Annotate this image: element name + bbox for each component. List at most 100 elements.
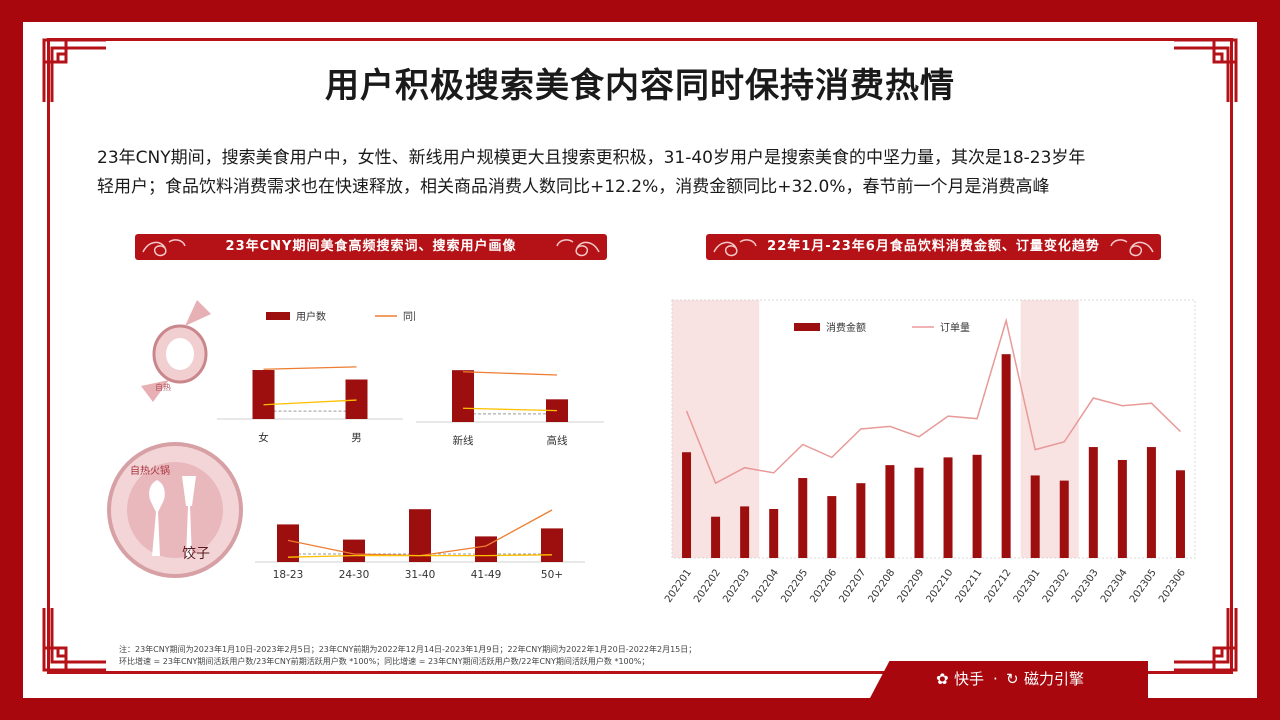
cili-logo-icon: ↻ <box>1006 670 1019 688</box>
x-tick-label: 31-40 <box>405 569 436 581</box>
bar-amount <box>1030 475 1040 558</box>
x-tick-label: 202208 <box>866 567 897 605</box>
page-title: 用户积极搜索美食内容同时保持消费热情 <box>325 66 955 106</box>
shaded-period <box>1020 300 1079 558</box>
x-tick-label: 24-30 <box>339 569 370 581</box>
plot-border <box>671 299 1196 559</box>
x-tick-label: 202209 <box>896 567 927 605</box>
legend-swatch-users <box>266 312 290 320</box>
brand-kuaishou: 快手 <box>954 670 985 688</box>
x-tick-label: 202305 <box>1128 567 1159 605</box>
region-chart: 新线 高线 <box>416 370 604 447</box>
right-banner-title: 22年1月-23年6月食品饮料消费金额、订量变化趋势 <box>767 239 1100 254</box>
x-tick-label: 202204 <box>750 567 781 605</box>
summary-line-2: 轻用户；食品饮料消费需求也在快速释放，相关商品消费人数同比+12.2%，消费金额… <box>97 177 1050 197</box>
x-tick-label: 18-23 <box>273 569 304 581</box>
candy-wordcloud-icon: 自热 <box>141 300 211 402</box>
swirl-ornament-icon <box>556 239 600 257</box>
x-tick-label: 202303 <box>1070 567 1101 605</box>
x-tick-label: 202210 <box>925 567 956 605</box>
bar-users <box>277 524 299 562</box>
footnote-line-1: 注：23年CNY期间为2023年1月10日-2023年2月5日；23年CNY前期… <box>119 645 697 654</box>
x-tick-label: 202302 <box>1041 567 1072 605</box>
legend-label: 同比增速 <box>403 310 415 323</box>
bar-amount <box>1146 447 1156 558</box>
x-tick-label: 202205 <box>779 567 810 605</box>
brand-bar: ✿ 快手 · ↻ 磁力引擎 <box>870 661 1148 698</box>
age-chart: 18-23 24-30 31-40 41-49 50+ <box>255 509 585 581</box>
bar-users <box>252 370 275 419</box>
x-tick-label: 男 <box>351 432 362 444</box>
bar-amount <box>1059 480 1069 558</box>
legend-swatch-amount <box>794 323 820 331</box>
bar-users <box>345 379 368 419</box>
bar-users <box>343 539 365 562</box>
plate-wordcloud-icon: 自热火锅 饺子 <box>107 442 243 578</box>
x-tick-label: 202203 <box>721 567 752 605</box>
swirl-ornament-icon <box>713 239 757 257</box>
footnotes: 注：23年CNY期间为2023年1月10日-2023年2月5日；23年CNY前期… <box>119 644 696 668</box>
x-tick-label: 202207 <box>837 567 868 605</box>
bar-amount <box>740 506 750 558</box>
bar-amount <box>682 452 692 558</box>
wordcloud-bottom-label: 饺子 <box>182 546 210 562</box>
brand-cili: 磁力引擎 <box>1024 670 1085 688</box>
bar-amount <box>827 496 837 558</box>
legend-label: 用户数 <box>296 310 326 323</box>
line-qoq <box>287 554 553 558</box>
corner-ornament-icon <box>42 608 106 672</box>
bar-amount <box>914 467 924 558</box>
bar-users <box>541 528 563 562</box>
legend-label: 订单量 <box>940 322 970 334</box>
x-tick-label: 202202 <box>692 567 723 605</box>
bar-amount <box>1175 470 1185 558</box>
bar-users <box>475 536 497 562</box>
bar-users <box>409 509 431 562</box>
brand-separator: · <box>993 670 998 688</box>
bar-amount <box>1117 459 1127 558</box>
wordcloud-top-label: 自热火锅 <box>130 464 170 477</box>
swirl-ornament-icon <box>1110 239 1154 257</box>
bar-amount <box>972 454 982 558</box>
bar-amount <box>798 478 808 558</box>
bar-amount <box>1001 354 1011 558</box>
bar-amount <box>943 457 953 558</box>
corner-ornament-icon <box>42 38 106 102</box>
footnote-line-2: 环比增速 = 23年CNY期间活跃用户数/23年CNY前期活跃用户数 *100%… <box>119 657 650 666</box>
x-tick-label: 202206 <box>808 567 839 605</box>
x-tick-label: 202306 <box>1157 567 1188 605</box>
line-qoq <box>462 407 558 412</box>
corner-ornament-icon <box>1174 38 1238 102</box>
left-section-banner: 23年CNY期间美食高频搜索词、搜索用户画像 <box>135 234 607 260</box>
x-tick-label: 女 <box>258 431 269 444</box>
bar-users <box>452 370 474 422</box>
line-orders <box>685 317 1181 485</box>
svg-text:自热: 自热 <box>155 382 171 392</box>
summary-line-1: 23年CNY期间，搜索美食用户中，女性、新线用户规模更大且搜索更积极，31-40… <box>97 148 1086 168</box>
x-tick-label: 高线 <box>547 434 568 447</box>
right-section-banner: 22年1月-23年6月食品饮料消费金额、订量变化趋势 <box>706 234 1161 260</box>
left-banner-title: 23年CNY期间美食高频搜索词、搜索用户画像 <box>225 239 517 254</box>
legend-label: 消费金额 <box>826 321 866 334</box>
x-tick-label: 202301 <box>1012 567 1043 605</box>
line-yoy <box>462 371 558 376</box>
x-tick-label: 50+ <box>541 569 563 581</box>
bar-amount <box>769 508 779 558</box>
swirl-ornament-icon <box>142 239 186 257</box>
x-tick-label: 202211 <box>954 567 985 605</box>
x-tick-label: 新线 <box>453 434 474 447</box>
x-tick-label: 202304 <box>1099 567 1130 605</box>
x-tick-label: 202212 <box>983 567 1014 605</box>
summary-text: 23年CNY期间，搜索美食用户中，女性、新线用户规模更大且搜索更积极，31-40… <box>97 144 1187 202</box>
x-tick-label: 41-49 <box>471 569 502 581</box>
bar-amount <box>856 483 866 558</box>
bar-amount <box>1088 447 1098 558</box>
line-qoq <box>263 399 357 406</box>
bar-amount <box>711 516 721 558</box>
x-tick-label: 202201 <box>663 567 694 605</box>
kuaishou-logo-icon: ✿ <box>936 670 949 688</box>
corner-ornament-icon <box>1174 608 1238 672</box>
bar-amount <box>885 465 895 558</box>
gender-chart: 用户数同比增速环比增速女男 <box>217 310 415 444</box>
consumption-trend-chart: 消费金额 订单量202201202202202203202204202205202… <box>663 299 1196 605</box>
